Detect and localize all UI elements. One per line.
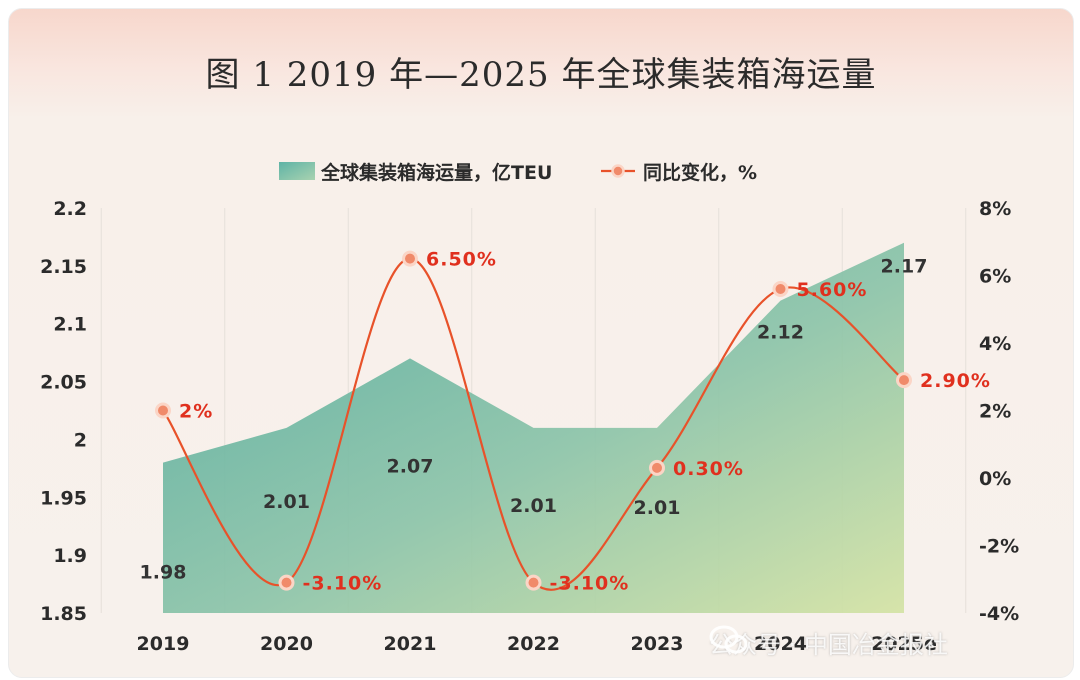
legend-area-label: 全球集装箱海运量，亿TEU (320, 161, 552, 184)
y-left-tick: 2.2 (53, 198, 87, 220)
y-left-tick: 2 (74, 429, 87, 451)
legend-area-swatch (279, 162, 315, 180)
x-tick: 2024 (754, 633, 807, 655)
y-left-tick: 2.15 (40, 256, 87, 278)
yoy-point (649, 459, 665, 476)
volume-area (163, 242, 904, 613)
yoy-label: 0.30% (673, 458, 744, 480)
legend-line-marker (611, 164, 625, 178)
volume-label: 1.98 (140, 562, 187, 584)
x-tick: 2019 (137, 633, 190, 655)
volume-label: 2.17 (881, 256, 928, 278)
chart-title: 图 1 2019 年—2025 年全球集装箱海运量 (205, 55, 877, 95)
x-tick: 2020 (260, 633, 313, 655)
y-left-tick: 2.05 (40, 372, 87, 394)
y-right-tick: 2% (979, 401, 1011, 423)
volume-label: 2.07 (387, 455, 434, 477)
volume-label: 2.01 (634, 497, 681, 519)
yoy-label: 5.60% (797, 279, 868, 301)
y-right-tick: -4% (979, 603, 1019, 625)
watermark: 公众号 · 中国冶金报社 (709, 625, 948, 660)
chart-frame: 图 1 2019 年—2025 年全球集装箱海运量 2% -3.10% 6.50% -… (8, 8, 1074, 678)
yoy-label: -3.10% (550, 573, 630, 595)
x-tick: 2022 (507, 633, 560, 655)
yoy-point (525, 574, 542, 591)
y-left-tick: 1.85 (40, 603, 87, 625)
volume-label: 2.01 (510, 495, 557, 517)
y-right-tick: -2% (979, 536, 1019, 558)
watermark-text: 公众号 · 中国冶金报社 (709, 631, 948, 659)
x-tick: 2025e (871, 633, 937, 655)
yoy-point (155, 402, 171, 419)
yoy-label: 2% (179, 401, 213, 423)
y-right-tick: 6% (979, 266, 1011, 288)
y-right-tick: 0% (979, 468, 1011, 490)
yoy-point (896, 372, 912, 389)
wechat-icon (709, 625, 748, 654)
y-right-tick: 8% (979, 198, 1011, 220)
x-tick: 2023 (631, 633, 684, 655)
x-tick: 2021 (384, 633, 437, 655)
y-left-tick: 2.1 (53, 314, 87, 336)
yoy-label: -3.10% (303, 573, 383, 595)
legend-line-label: 同比变化，% (643, 161, 757, 184)
volume-label: 2.01 (263, 491, 310, 513)
yoy-label: 6.50% (426, 249, 497, 271)
y-right-tick: 4% (979, 333, 1011, 355)
yoy-label: 2.90% (920, 370, 991, 392)
yoy-point (772, 281, 789, 297)
y-left-tick: 1.95 (40, 487, 87, 509)
yoy-point (402, 250, 418, 267)
yoy-point (278, 574, 295, 591)
chart-canvas: 2% -3.10% 6.50% -3.10% 0.30% 5.60% 2.90% 1.98 2.… (40, 161, 1019, 655)
y-left-tick: 1.9 (53, 545, 87, 567)
volume-label: 2.12 (757, 322, 804, 344)
